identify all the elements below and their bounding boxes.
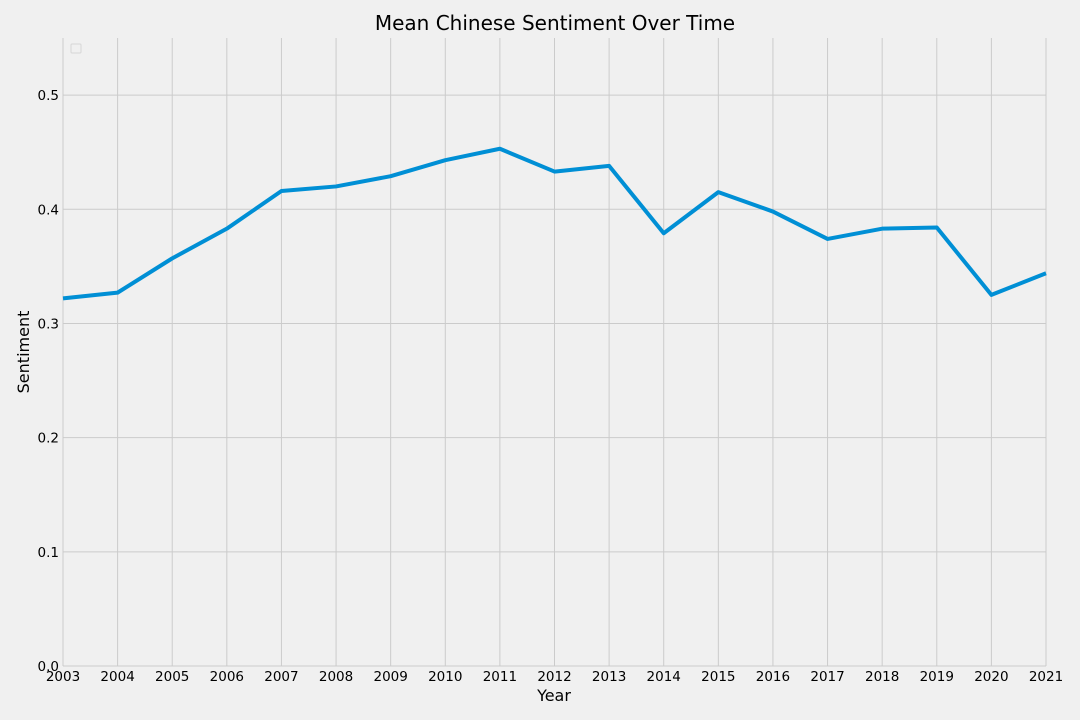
x-tick-label: 2011 [483,669,517,685]
y-grid [63,94,1046,667]
x-tick-label: 2006 [210,669,244,685]
y-tick-label: 0.0 [38,659,59,675]
x-tick-label: 2014 [647,669,681,685]
y-tick-label: 0.3 [38,316,59,332]
y-tick-label: 0.4 [38,202,59,218]
y-axis-label: Sentiment [14,311,33,394]
x-tick-label: 2007 [264,669,298,685]
x-grid [62,38,1047,666]
x-tick-label: 2005 [155,669,189,685]
legend-box [70,43,82,54]
x-tick-labels: 2003 2004 2005 2006 2007 2008 2009 2010 2011 2012… [46,669,1063,685]
x-tick-label: 2017 [810,669,844,685]
x-tick-label: 2021 [1029,669,1063,685]
x-tick-label: 2020 [974,669,1008,685]
x-tick-label: 2013 [592,669,626,685]
series-line [62,146,1047,301]
y-tick-label: 0.2 [38,431,59,447]
x-tick-label: 2012 [537,669,571,685]
series-layer [62,146,1047,301]
x-tick-label: 2010 [428,669,462,685]
x-tick-label: 2018 [865,669,899,685]
x-tick-label: 2019 [920,669,954,685]
x-tick-label: 2016 [756,669,790,685]
x-tick-label: 2009 [373,669,407,685]
x-axis-label: Year [536,686,571,705]
x-tick-label: 2015 [701,669,735,685]
chart-title: Mean Chinese Sentiment Over Time [375,11,735,35]
y-tick-labels: 0.0 0.1 0.2 0.3 0.4 0.5 [38,88,59,675]
y-tick-label: 0.1 [38,545,59,561]
x-tick-label: 2008 [319,669,353,685]
x-tick-label: 2003 [46,669,80,685]
y-tick-label: 0.5 [38,88,59,104]
x-tick-label: 2004 [100,669,134,685]
